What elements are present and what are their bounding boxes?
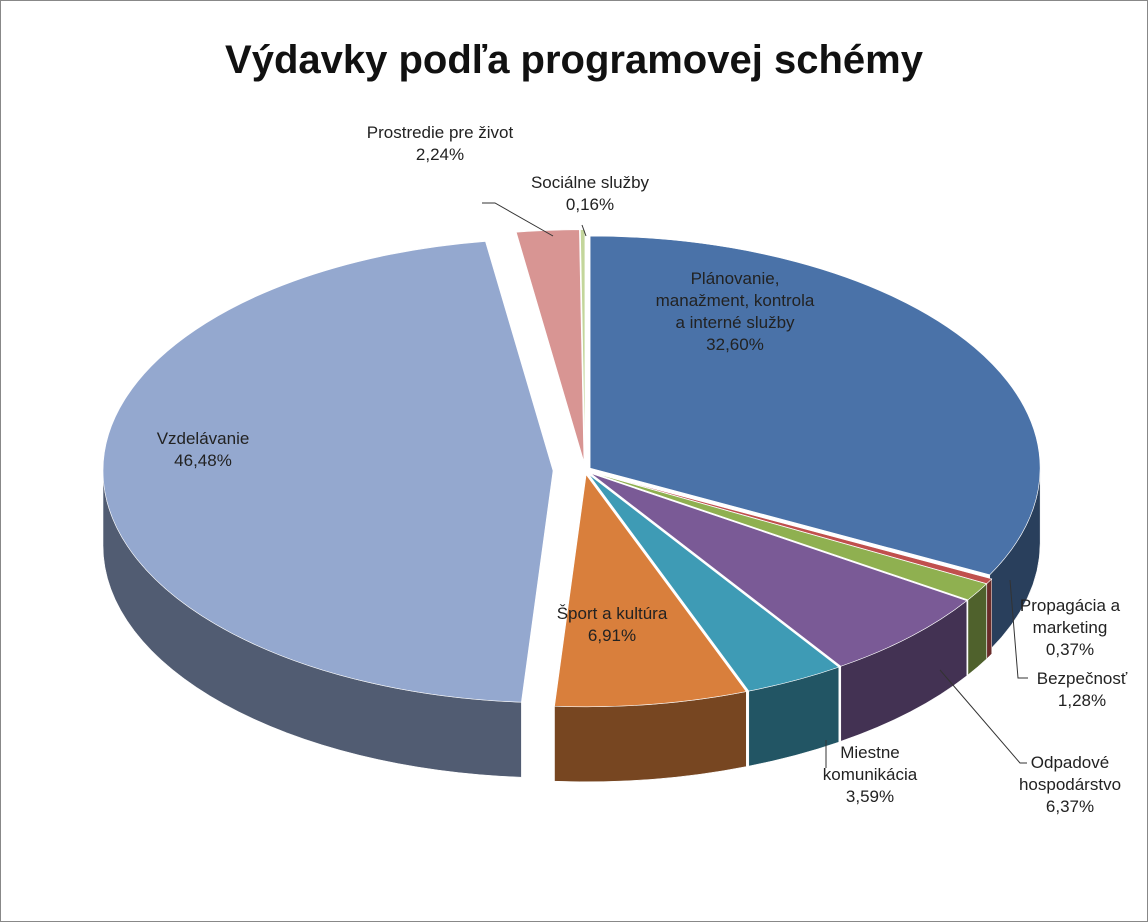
label-value: 6,37%	[1045, 797, 1095, 816]
slice	[554, 473, 747, 708]
slice	[580, 229, 586, 462]
chart-title: Výdavky podľa programovej schémy	[225, 38, 923, 82]
slice-side	[986, 578, 992, 660]
leader-line	[1009, 579, 1028, 679]
slice-label: Bezpečnosť 1,28%	[1017, 668, 1147, 712]
label-value: 0,16%	[565, 195, 615, 214]
slice-label: Plánovanie, manažment, kontrola a intern…	[650, 268, 820, 356]
leader-line	[581, 224, 587, 237]
label-name: Plánovanie, manažment, kontrola a intern…	[655, 269, 815, 332]
slice	[589, 235, 1041, 576]
label-name: Propagácia a marketing	[1019, 596, 1121, 637]
slice	[591, 472, 988, 601]
leader-line	[939, 669, 1027, 764]
label-name: Šport a kultúra	[556, 604, 668, 623]
label-name: Bezpečnosť	[1036, 669, 1128, 688]
slice-label: Propagácia a marketing 0,37%	[1005, 595, 1135, 661]
slice-label: Vzdelávanie 46,48%	[133, 428, 273, 472]
label-value: 0,37%	[1045, 640, 1095, 659]
label-name: Vzdelávanie	[156, 429, 250, 448]
label-value: 3,59%	[845, 787, 895, 806]
leaders	[482, 202, 1028, 768]
leader-line	[482, 202, 554, 237]
slice	[590, 473, 968, 667]
label-value: 6,91%	[587, 626, 637, 645]
label-value: 32,60%	[706, 335, 764, 354]
label-value: 2,24%	[415, 145, 465, 164]
label-name: Prostredie pre život	[366, 123, 514, 142]
label-name: Miestne komunikácia	[822, 743, 918, 784]
slice-label: Odpadové hospodárstvo 6,37%	[995, 752, 1145, 818]
slices	[102, 229, 1041, 782]
label-value: 1,28%	[1057, 691, 1107, 710]
slice-label: Prostredie pre život 2,24%	[365, 122, 515, 166]
slice-label: Sociálne služby 0,16%	[500, 172, 680, 216]
slice	[588, 474, 840, 692]
slice	[515, 229, 585, 462]
label-name: Sociálne služby	[530, 173, 650, 192]
slice	[102, 241, 554, 703]
label-value: 46,48%	[174, 451, 232, 470]
label-name: Odpadové hospodárstvo	[1018, 753, 1122, 794]
slice-label: Šport a kultúra 6,91%	[542, 603, 682, 647]
slice-label: Miestne komunikácia 3,59%	[800, 742, 940, 808]
